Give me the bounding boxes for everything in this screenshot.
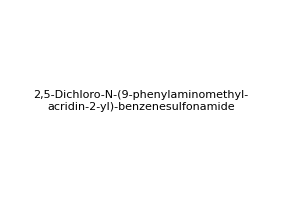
Text: 2,5-Dichloro-N-(9-phenylaminomethyl-
acridin-2-yl)-benzenesulfonamide: 2,5-Dichloro-N-(9-phenylaminomethyl- acr… — [33, 90, 249, 112]
